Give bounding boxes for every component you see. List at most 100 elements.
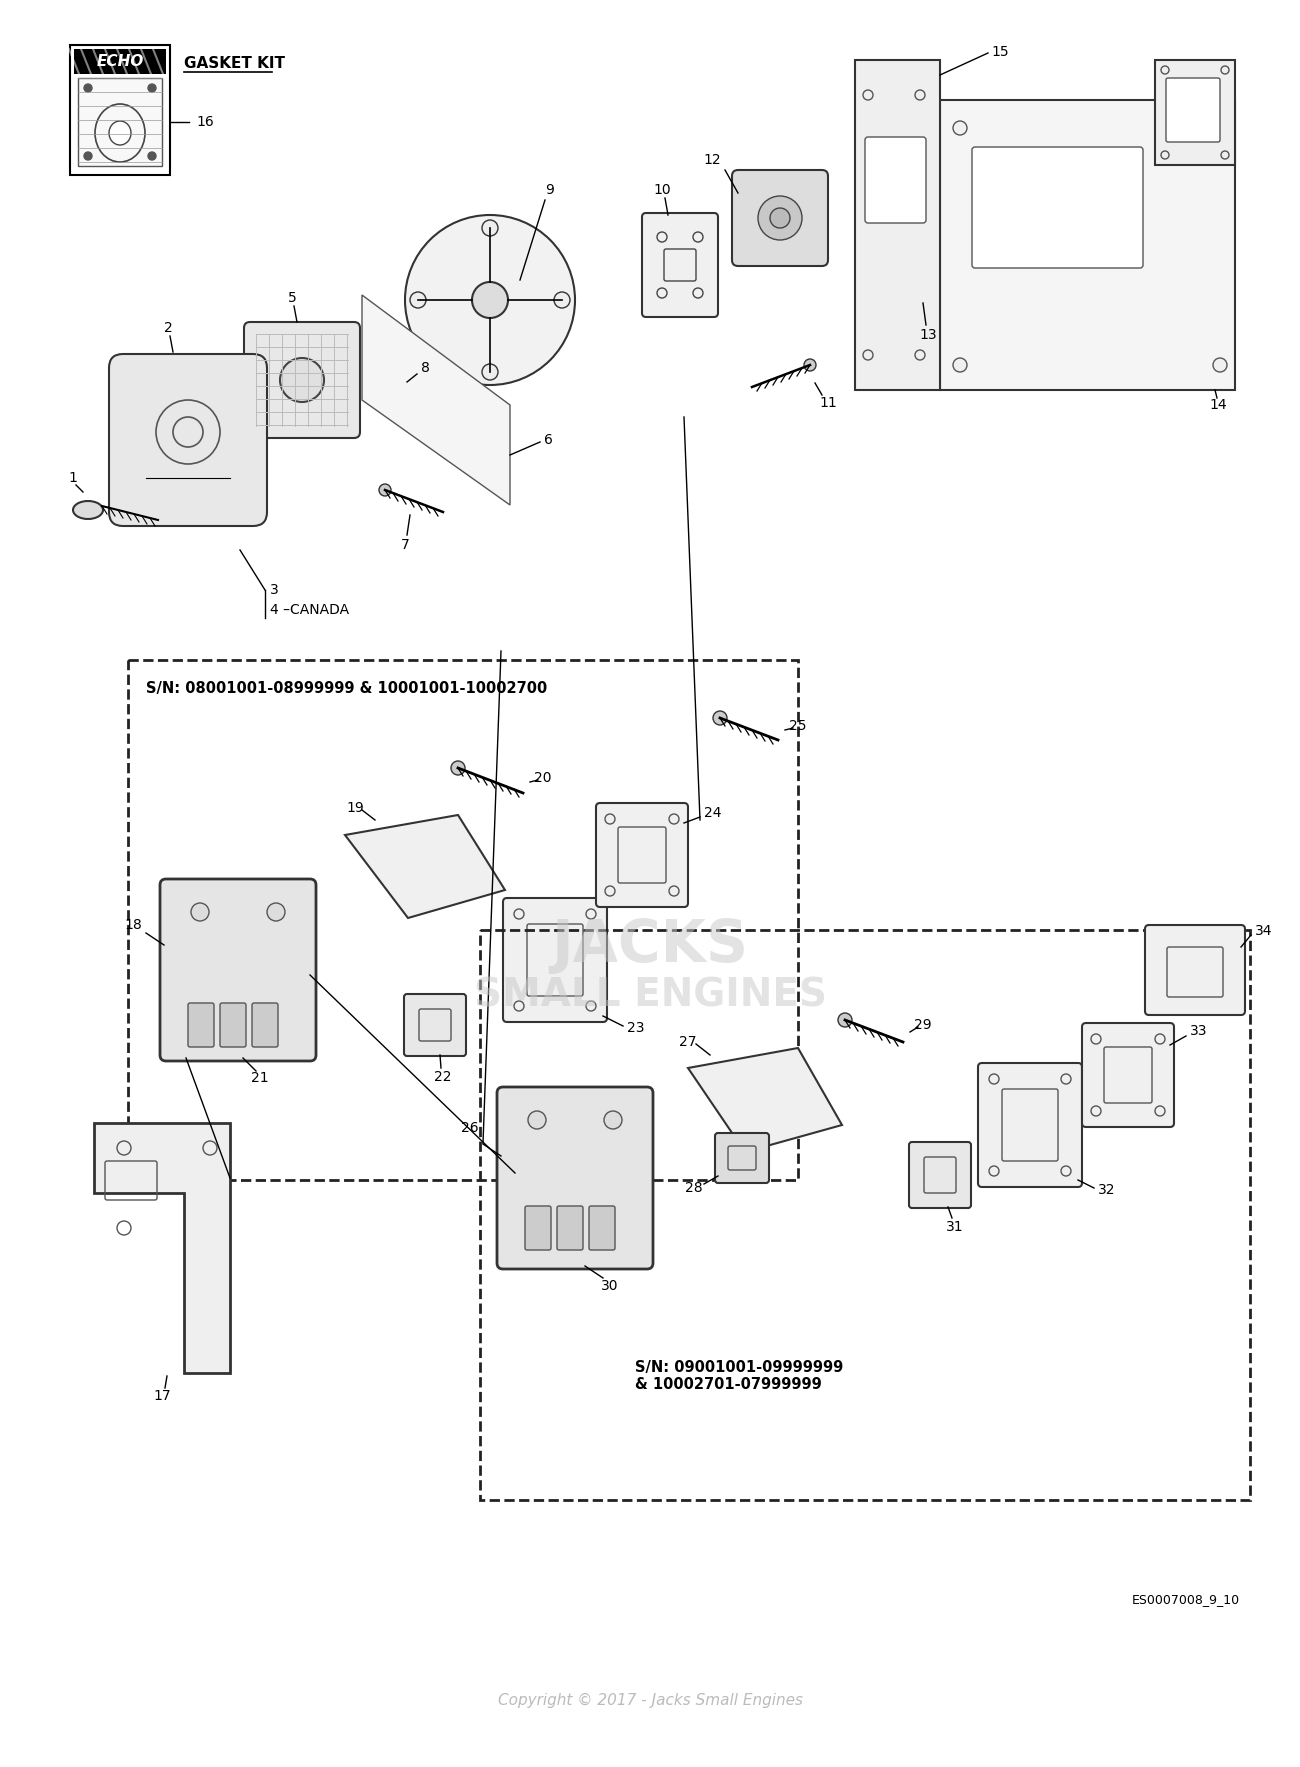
Circle shape <box>393 385 400 394</box>
Circle shape <box>84 152 92 161</box>
Circle shape <box>482 221 498 237</box>
Circle shape <box>554 292 569 307</box>
Circle shape <box>451 762 465 776</box>
FancyBboxPatch shape <box>160 878 316 1060</box>
Text: 2: 2 <box>164 322 173 336</box>
Text: 4 –CANADA: 4 –CANADA <box>270 603 350 617</box>
Circle shape <box>1213 120 1227 134</box>
Polygon shape <box>688 1048 842 1152</box>
Circle shape <box>472 283 508 318</box>
Text: 23: 23 <box>627 1021 645 1035</box>
Circle shape <box>84 85 92 92</box>
Text: 6: 6 <box>543 433 552 447</box>
Text: 9: 9 <box>546 184 554 196</box>
FancyBboxPatch shape <box>556 1207 582 1249</box>
Circle shape <box>406 216 575 385</box>
FancyBboxPatch shape <box>252 1004 278 1048</box>
Polygon shape <box>344 815 504 919</box>
Text: 14: 14 <box>1209 398 1227 412</box>
Ellipse shape <box>109 120 131 145</box>
Text: 26: 26 <box>462 1120 478 1134</box>
FancyBboxPatch shape <box>642 214 718 316</box>
Bar <box>78 78 162 166</box>
Text: 13: 13 <box>919 329 937 343</box>
Text: Copyright © 2017 - Jacks Small Engines: Copyright © 2017 - Jacks Small Engines <box>498 1693 802 1707</box>
Text: 17: 17 <box>153 1389 170 1403</box>
FancyBboxPatch shape <box>525 1207 551 1249</box>
Text: 31: 31 <box>946 1219 963 1233</box>
FancyBboxPatch shape <box>909 1141 971 1209</box>
Text: 20: 20 <box>534 770 551 785</box>
Text: SMALL ENGINES: SMALL ENGINES <box>473 975 827 1014</box>
Circle shape <box>280 359 324 403</box>
Text: 11: 11 <box>819 396 837 410</box>
Text: 29: 29 <box>914 1018 932 1032</box>
Text: ES0007008_9_10: ES0007008_9_10 <box>1132 1594 1240 1606</box>
Circle shape <box>953 359 967 373</box>
FancyBboxPatch shape <box>404 995 465 1057</box>
Circle shape <box>148 152 156 161</box>
Text: JACKS: JACKS <box>551 917 749 974</box>
FancyBboxPatch shape <box>595 802 688 906</box>
FancyBboxPatch shape <box>188 1004 215 1048</box>
Text: 8: 8 <box>421 360 429 375</box>
Text: ECHO: ECHO <box>96 55 144 69</box>
Circle shape <box>838 1012 852 1027</box>
FancyBboxPatch shape <box>715 1133 770 1182</box>
Bar <box>127 661 798 1180</box>
Text: 12: 12 <box>703 154 720 168</box>
Text: 22: 22 <box>434 1071 452 1083</box>
Circle shape <box>380 484 391 497</box>
FancyBboxPatch shape <box>864 138 926 223</box>
Bar <box>480 929 1251 1500</box>
Text: 15: 15 <box>991 44 1009 58</box>
FancyBboxPatch shape <box>1145 924 1245 1014</box>
Text: 32: 32 <box>1098 1182 1115 1196</box>
Circle shape <box>410 292 426 307</box>
Ellipse shape <box>73 502 103 519</box>
Text: GASKET KIT: GASKET KIT <box>185 55 285 71</box>
Text: S/N: 09001001-09999999
& 10002701-07999999: S/N: 09001001-09999999 & 10002701-079999… <box>634 1361 844 1392</box>
Circle shape <box>604 1111 621 1129</box>
FancyBboxPatch shape <box>972 147 1143 269</box>
FancyBboxPatch shape <box>589 1207 615 1249</box>
Text: 27: 27 <box>679 1035 697 1050</box>
Text: 1: 1 <box>69 472 78 484</box>
Text: 5: 5 <box>287 292 296 306</box>
Circle shape <box>953 120 967 134</box>
Text: 19: 19 <box>346 800 364 815</box>
Circle shape <box>528 1111 546 1129</box>
Text: 34: 34 <box>1254 924 1273 938</box>
Text: 33: 33 <box>1190 1025 1208 1037</box>
Circle shape <box>191 903 209 921</box>
FancyBboxPatch shape <box>497 1087 653 1269</box>
Bar <box>74 49 166 74</box>
Polygon shape <box>361 295 510 505</box>
FancyBboxPatch shape <box>1082 1023 1174 1127</box>
FancyBboxPatch shape <box>978 1064 1082 1187</box>
Circle shape <box>482 364 498 380</box>
Circle shape <box>387 380 407 399</box>
Circle shape <box>1213 359 1227 373</box>
FancyBboxPatch shape <box>732 170 828 267</box>
Text: S/N: 08001001-08999999 & 10001001-10002700: S/N: 08001001-08999999 & 10001001-100027… <box>146 680 547 696</box>
Text: 18: 18 <box>124 919 142 931</box>
Bar <box>940 101 1235 391</box>
Polygon shape <box>909 277 931 302</box>
Bar <box>70 44 170 175</box>
Text: 10: 10 <box>653 184 671 196</box>
FancyBboxPatch shape <box>503 898 607 1021</box>
Bar <box>1154 60 1235 164</box>
Text: 30: 30 <box>601 1279 619 1293</box>
Text: 16: 16 <box>196 115 213 129</box>
Circle shape <box>266 903 285 921</box>
Text: 24: 24 <box>705 806 722 820</box>
FancyBboxPatch shape <box>220 1004 246 1048</box>
FancyBboxPatch shape <box>1166 78 1219 141</box>
FancyBboxPatch shape <box>244 322 360 438</box>
Circle shape <box>915 284 926 295</box>
Circle shape <box>148 85 156 92</box>
Polygon shape <box>94 1124 230 1373</box>
Text: 21: 21 <box>251 1071 269 1085</box>
Text: 3: 3 <box>270 583 278 597</box>
